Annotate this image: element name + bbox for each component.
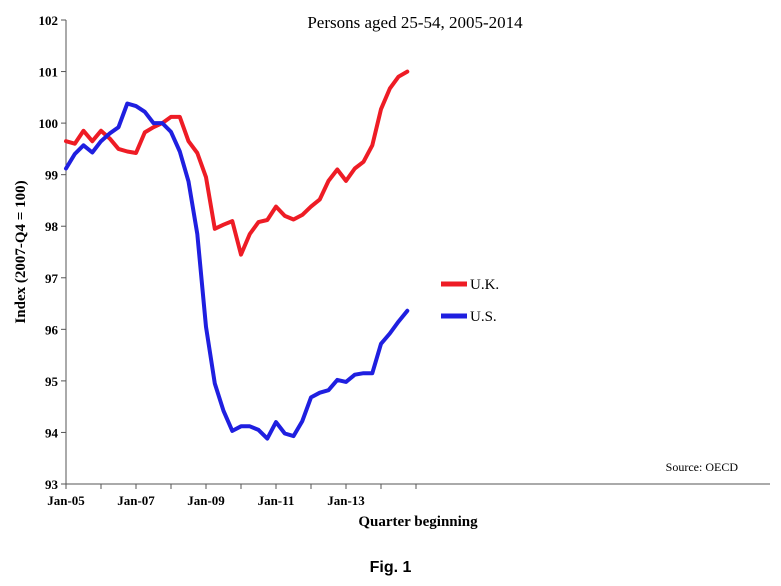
x-axis-label: Quarter beginning <box>358 514 478 530</box>
x-tick-label: Jan-13 <box>327 493 365 508</box>
series-lines <box>64 69 410 441</box>
series-line-uk <box>64 69 410 257</box>
y-axis-label: Index (2007-Q4 = 100) <box>13 180 29 323</box>
axes <box>65 20 770 485</box>
y-tick-label: 100 <box>39 116 59 131</box>
x-ticks: Jan-05 Jan-07 Jan-09 Jan-11 Jan-13 <box>47 484 417 508</box>
x-tick-label: Jan-07 <box>117 493 155 508</box>
figure-caption: Fig. 1 <box>369 559 412 576</box>
x-tick-label: Jan-05 <box>47 493 85 508</box>
y-tick-label: 95 <box>45 374 59 389</box>
y-tick-label: 98 <box>45 219 59 234</box>
y-tick-label: 94 <box>45 425 59 440</box>
y-tick-label: 93 <box>45 477 59 492</box>
y-tick-label: 99 <box>45 168 59 183</box>
y-tick-label: 97 <box>45 271 59 286</box>
line-chart: Persons aged 25-54, 2005-2014 93 94 95 96 97… <box>13 13 770 530</box>
y-tick-label: 96 <box>45 322 59 337</box>
y-tick-label: 101 <box>39 65 59 80</box>
y-tick-label: 102 <box>39 13 59 28</box>
legend-label-uk: U.K. <box>470 277 499 293</box>
y-ticks: 93 94 95 96 97 98 99 100 101 102 <box>39 13 66 492</box>
legend-label-us: U.S. <box>470 309 497 325</box>
x-tick-label: Jan-09 <box>187 493 225 508</box>
series-line-us <box>64 101 410 441</box>
source-note: Source: OECD <box>666 460 739 474</box>
chart-title: Persons aged 25-54, 2005-2014 <box>307 13 523 32</box>
x-tick-label: Jan-11 <box>258 493 295 508</box>
legend: U.K. U.S. <box>441 277 499 325</box>
